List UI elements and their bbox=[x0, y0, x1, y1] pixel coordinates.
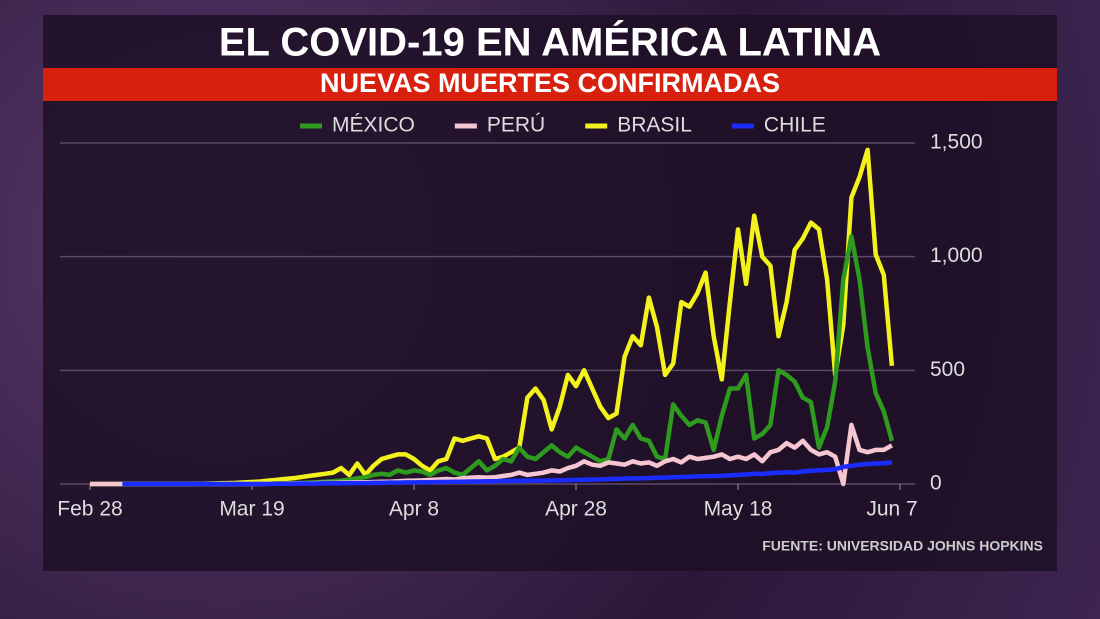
y-tick-label: 0 bbox=[930, 472, 942, 495]
y-tick-label: 1,500 bbox=[930, 131, 983, 154]
legend-label: CHILE bbox=[764, 114, 826, 137]
chart-subtitle: NUEVAS MUERTES CONFIRMADAS bbox=[320, 68, 780, 98]
source: FUENTE: UNIVERSIDAD JOHNS HOPKINS bbox=[762, 538, 1043, 554]
x-tick-label: Apr 8 bbox=[389, 498, 439, 521]
subtitle-bar bbox=[43, 68, 1057, 101]
legend-label: PERÚ bbox=[487, 114, 545, 137]
x-tick-label: May 18 bbox=[704, 498, 773, 521]
chart-title: EL COVID-19 EN AMÉRICA LATINA bbox=[219, 20, 881, 65]
legend-label: MÉXICO bbox=[332, 114, 415, 137]
x-tick-label: Mar 19 bbox=[219, 498, 284, 521]
x-tick-label: Feb 28 bbox=[57, 498, 122, 521]
x-tick-label: Apr 28 bbox=[545, 498, 607, 521]
y-tick-label: 500 bbox=[930, 358, 965, 381]
y-tick-label: 1,000 bbox=[930, 244, 983, 267]
series-line bbox=[122, 460, 893, 487]
x-tick-label: Jun 7 bbox=[866, 498, 917, 521]
legend-label: BRASIL bbox=[617, 114, 692, 137]
